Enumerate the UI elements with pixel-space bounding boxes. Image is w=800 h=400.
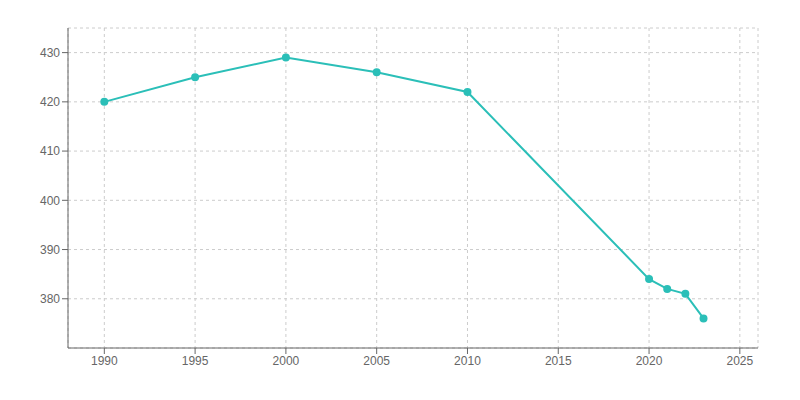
svg-text:2010: 2010 [454,354,481,368]
svg-text:2015: 2015 [545,354,572,368]
svg-text:400: 400 [40,194,60,208]
svg-text:2025: 2025 [726,354,753,368]
svg-text:390: 390 [40,243,60,257]
svg-text:430: 430 [40,46,60,60]
svg-text:410: 410 [40,144,60,158]
svg-text:1990: 1990 [91,354,118,368]
svg-text:420: 420 [40,95,60,109]
svg-text:2000: 2000 [273,354,300,368]
svg-text:2020: 2020 [636,354,663,368]
svg-text:380: 380 [40,292,60,306]
svg-text:1995: 1995 [182,354,209,368]
svg-text:2005: 2005 [363,354,390,368]
